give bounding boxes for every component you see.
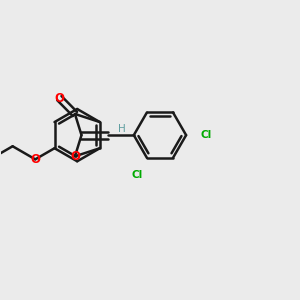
Text: Cl: Cl bbox=[131, 170, 143, 180]
Text: O: O bbox=[54, 92, 64, 105]
Text: H: H bbox=[118, 124, 126, 134]
Text: O: O bbox=[70, 150, 80, 163]
Text: O: O bbox=[30, 153, 40, 166]
Text: Cl: Cl bbox=[200, 130, 212, 140]
